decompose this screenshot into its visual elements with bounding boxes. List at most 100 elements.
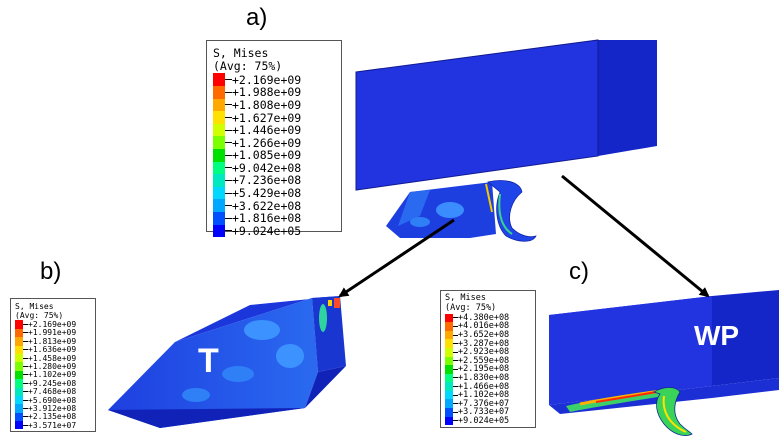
legend-value: +1.813e+09 — [28, 336, 77, 346]
legend-tick — [225, 91, 232, 93]
legend-value: +7.376e+07 — [458, 398, 510, 409]
legend-swatch — [15, 320, 23, 329]
legend-swatch — [445, 313, 453, 323]
tool-closeup-b — [108, 296, 346, 428]
tool-label: T — [198, 342, 219, 380]
legend-row: +2.923e+08 — [445, 347, 531, 358]
legend-row: +3.287e+08 — [445, 339, 531, 349]
legend-swatch — [213, 73, 225, 87]
legend-b: S, Mises (Avg: 75%) +2.169e+09 +1.991e+09 +1… — [10, 298, 96, 432]
legend-value: +1.988e+09 — [232, 85, 302, 100]
legend-value: +1.816e+08 — [232, 211, 302, 226]
legend-swatch — [445, 416, 453, 426]
legend-tick — [453, 325, 458, 327]
tool-side-face — [312, 296, 346, 372]
legend-value: +2.195e+08 — [458, 364, 510, 375]
legend-row: +1.808e+09 — [213, 98, 335, 112]
legend-c: S, Mises (Avg: 75%) +4.380e+08 +4.016e+08 +3… — [440, 290, 536, 428]
legend-swatch — [213, 174, 225, 187]
legend-tick — [453, 351, 458, 353]
legend-swatch — [213, 86, 225, 99]
legend-row: +1.280e+09 — [15, 362, 91, 371]
workpiece-front-face — [356, 40, 598, 190]
legend-row: +5.429e+08 — [213, 186, 335, 200]
legend-swatch — [15, 387, 23, 396]
arrow-to-tool — [338, 218, 455, 298]
legend-row: +4.380e+08 — [445, 313, 531, 323]
legend-subtitle: (Avg: 75%) — [213, 59, 283, 74]
legend-tick — [225, 129, 232, 131]
legend-tick — [23, 399, 28, 401]
legend-value: +1.102e+09 — [28, 370, 77, 380]
legend-tick — [453, 317, 458, 319]
legend-row: +2.559e+08 — [445, 356, 531, 366]
legend-swatch — [15, 328, 23, 338]
legend-subtitle: (Avg: 75%) — [445, 302, 497, 313]
legend-row: +2.169e+09 — [213, 72, 335, 87]
legend-a: S, Mises (Avg: 75%) +2.169e+09 +1.988e+09 +1… — [206, 40, 342, 238]
legend-tick — [23, 416, 28, 418]
legend-swatch — [213, 149, 225, 162]
legend-swatch — [213, 123, 225, 137]
legend-title: S, Mises — [445, 293, 486, 303]
legend-swatch — [15, 337, 23, 346]
legend-value: +7.236e+08 — [232, 173, 302, 188]
legend-tick — [23, 382, 28, 384]
legend-tick — [23, 366, 28, 368]
legend-value: +2.923e+08 — [458, 347, 510, 358]
legend-value: +3.733e+07 — [458, 407, 510, 418]
legend-tick — [453, 411, 458, 413]
legend-swatch — [445, 339, 453, 348]
legend-tick — [225, 192, 232, 194]
panel-label-b: b) — [40, 258, 62, 285]
legend-value: +1.085e+09 — [232, 148, 302, 163]
legend-row: +7.376e+07 — [445, 398, 531, 409]
legend-swatch — [15, 412, 23, 422]
legend-row: +1.830e+08 — [445, 373, 531, 383]
legend-tick — [453, 386, 458, 388]
legend-value: +5.690e+08 — [28, 395, 77, 405]
legend-tick — [225, 167, 232, 169]
legend-value: +9.024e+05 — [232, 223, 302, 238]
legend-swatch — [445, 356, 453, 366]
legend-row: +7.468e+08 — [15, 387, 91, 396]
legend-row: +2.135e+08 — [15, 412, 91, 422]
legend-tick — [23, 424, 28, 426]
legend-swatch — [445, 373, 453, 383]
legend-row: +1.636e+09 — [15, 345, 91, 354]
workpiece-label: WP — [694, 320, 740, 351]
legend-swatch — [445, 390, 453, 400]
legend-row: +1.446e+09 — [213, 123, 335, 137]
legend-swatch — [15, 345, 23, 354]
legend-swatch — [213, 199, 225, 212]
legend-row: +1.813e+09 — [15, 336, 91, 346]
legend-swatch — [445, 408, 453, 417]
legend-value: +2.135e+08 — [28, 412, 77, 422]
legend-tick — [23, 324, 28, 326]
legend-value: +9.245e+08 — [28, 378, 77, 388]
panel-label-a: a) — [246, 4, 268, 31]
legend-swatch — [15, 395, 23, 405]
legend-tick — [453, 403, 458, 405]
legend-row: +9.024e+05 — [445, 416, 531, 426]
legend-swatch — [213, 98, 225, 112]
legend-tick — [225, 104, 232, 106]
legend-swatch — [213, 224, 225, 238]
legend-value: +1.266e+09 — [232, 135, 302, 150]
legend-row: +3.912e+08 — [15, 404, 91, 413]
legend-swatch — [15, 353, 23, 363]
legend-tick — [225, 179, 232, 181]
legend-swatch — [445, 322, 453, 331]
legend-row: +3.571e+07 — [15, 421, 91, 430]
legend-value: +4.016e+08 — [458, 321, 510, 332]
legend-swatch — [15, 362, 23, 371]
legend-value: +1.102e+08 — [458, 390, 510, 401]
legend-tick — [225, 154, 232, 156]
workpiece-c-side-face — [712, 290, 779, 386]
legend-row: +1.816e+08 — [213, 211, 335, 226]
legend-value: +2.169e+09 — [232, 72, 302, 87]
legend-value: +1.466e+08 — [458, 381, 510, 392]
legend-tick — [453, 420, 458, 422]
legend-swatch — [213, 136, 225, 149]
